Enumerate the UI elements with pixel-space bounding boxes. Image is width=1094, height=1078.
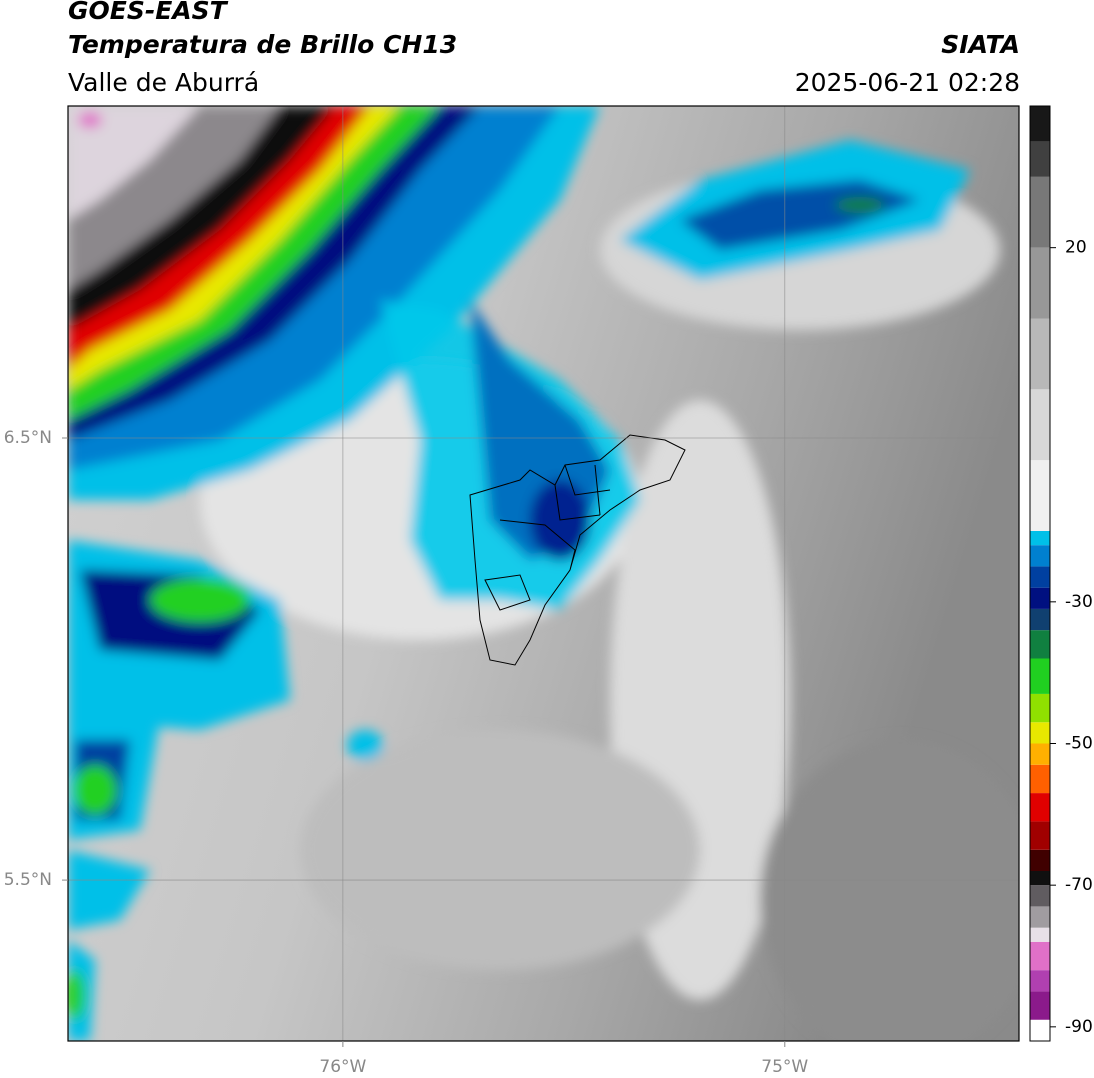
colorbar-band — [1030, 764, 1050, 794]
colorbar-band — [1030, 658, 1050, 694]
colorbar-band — [1030, 693, 1050, 723]
colorbar-band — [1030, 545, 1050, 567]
colorbar-band — [1030, 821, 1050, 850]
y-tick-label: 5.5°N — [4, 870, 52, 890]
colorbar-band — [1030, 141, 1050, 177]
colorbar-band — [1030, 531, 1050, 546]
colorbar-band — [1030, 176, 1050, 248]
colorbar-band — [1030, 906, 1050, 928]
title-line2: Temperatura de Brillo CH13 — [68, 30, 457, 59]
colorbar-band — [1030, 927, 1050, 942]
source: SIATA — [941, 30, 1020, 59]
colorbar-band — [1030, 941, 1050, 971]
colorbar-tick-label: 20 — [1065, 238, 1087, 258]
y-tick-label: 6.5°N — [4, 428, 52, 448]
colorbar-band — [1030, 1019, 1050, 1041]
title-line3: Valle de Aburrá — [68, 68, 259, 97]
colorbar-band — [1030, 793, 1050, 822]
municipal-boundaries — [469, 434, 686, 666]
datetime: 2025-06-21 02:28 — [795, 68, 1020, 97]
satellite-image — [68, 106, 1019, 1041]
colorbar-band — [1030, 106, 1050, 142]
colorbar-band — [1030, 871, 1050, 886]
colorbar-band — [1030, 722, 1050, 744]
colorbar-band — [1030, 247, 1050, 319]
colorbar-band — [1030, 885, 1050, 907]
colorbar-tick-label: -30 — [1065, 592, 1093, 612]
colorbar-band — [1030, 587, 1050, 609]
x-tick-label: 75°W — [761, 1057, 808, 1077]
colorbar-band — [1030, 970, 1050, 992]
colorbar-band — [1030, 389, 1050, 461]
colorbar-band — [1030, 630, 1050, 659]
colorbar-band — [1030, 318, 1050, 390]
colorbar-tick-label: -90 — [1065, 1017, 1093, 1037]
x-tick-label: 76°W — [319, 1057, 366, 1077]
colorbar-tick-label: -70 — [1065, 875, 1093, 895]
colorbar-band — [1030, 849, 1050, 871]
map-frame — [67, 105, 1020, 1042]
colorbar-band — [1030, 608, 1050, 631]
colorbar-band — [1030, 460, 1050, 531]
colorbar-band — [1030, 566, 1050, 588]
colorbar-frame — [1029, 105, 1051, 1042]
title-line1: GOES-EAST — [68, 0, 229, 25]
colorbar-tick-label: -50 — [1065, 734, 1093, 754]
colorbar-band — [1030, 991, 1050, 1020]
colorbar-band — [1030, 743, 1050, 765]
